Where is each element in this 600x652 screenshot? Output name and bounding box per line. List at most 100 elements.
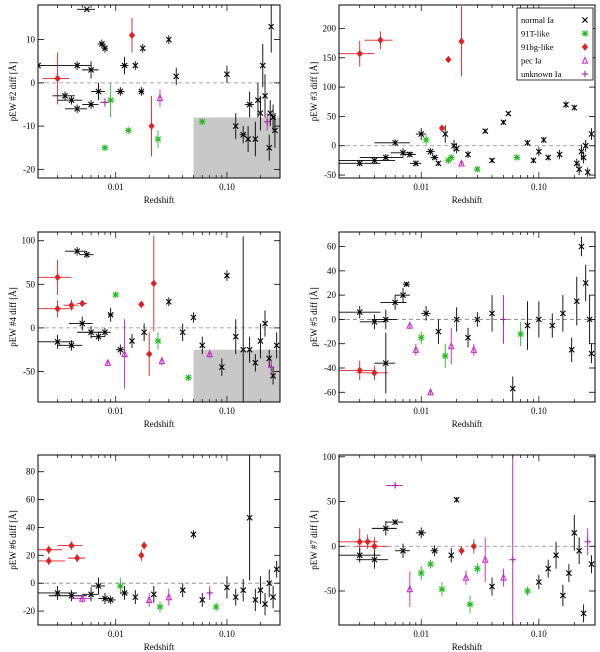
y-tick-label: 100 [323,452,337,462]
data-point-t91 [466,595,474,614]
data-point-t91 [107,82,114,118]
data-point-normal [465,327,472,348]
data-point-pec [462,570,470,585]
x-tick-label: 0.01 [108,629,124,639]
marker-triangle [156,93,164,102]
marker-asterisk [513,154,521,161]
y-tick-label: 60 [327,242,337,252]
data-point-pec [104,358,112,366]
marker-diamond [148,122,155,130]
data-point-normal [57,95,83,105]
marker-diamond [140,541,148,550]
data-point-normal [259,43,266,88]
marker-diamond [45,557,52,565]
marker-diamond [150,279,157,288]
marker-x [95,88,102,95]
x-axis-label: Redshift [144,195,175,205]
data-point-t91 [442,343,449,368]
marker-asterisk [448,154,455,161]
y-tick-label: 20 [26,550,36,560]
data-point-t91 [513,154,521,161]
marker-x [259,62,266,69]
marker-plus [101,99,109,106]
data-point-normal [509,376,516,401]
plot-area [339,236,595,401]
marker-triangle [412,345,420,353]
data-point-t91 [112,291,119,298]
marker-x [88,66,95,73]
data-point-normal [588,128,595,140]
data-point-normal [199,336,206,355]
shaded-region [193,349,280,402]
data-point-normal [239,126,247,144]
plot-area [38,235,280,402]
data-point-normal [545,559,552,578]
marker-x [576,547,583,554]
marker-x [150,591,157,598]
marker-x [556,151,563,158]
marker-x [88,591,95,598]
data-point-t91 [156,601,164,613]
marker-x [435,328,442,335]
data-point-normal [430,545,439,557]
data-point-normal [190,312,197,323]
data-point-normal [359,153,404,161]
marker-x [588,131,595,138]
axes-frame [37,454,281,626]
x-axis-label: Redshift [452,642,483,652]
x-tick-label: 0.01 [108,406,124,416]
marker-diamond [146,350,153,358]
y-axis-label: pEW #5 diff [Å] [309,287,319,346]
marker-x [356,309,363,316]
marker-x [139,45,146,52]
marker-x [400,547,406,554]
marker-x [266,355,273,362]
data-point-normal [57,340,83,351]
marker-asterisk [112,291,119,298]
data-point-normal [223,270,230,281]
data-point-normal [500,119,507,126]
marker-diamond [356,49,363,58]
marker-x [266,144,273,151]
marker-x [371,318,378,325]
data-point-normal [395,287,410,303]
marker-diamond [377,36,384,44]
data-point-normal [453,143,460,154]
marker-x [121,62,128,69]
data-point-unknown [206,585,213,600]
data-point-normal [120,585,129,600]
data-point-normal [474,312,481,327]
y-tick-label: 50 [26,279,36,289]
plot-area [339,455,595,625]
marker-x [431,547,438,554]
marker-x [576,166,583,173]
data-point-t91 [154,332,162,350]
data-point-normal [435,319,442,344]
data-point-normal [240,579,247,602]
marker-triangle [481,555,489,563]
marker-x [400,292,406,299]
data-point-normal [232,319,239,355]
data-point-normal [565,564,572,583]
marker-x [117,88,124,95]
marker-plus [581,70,589,78]
marker-plus [584,538,591,545]
marker-x [232,333,239,340]
marker-x [223,71,230,78]
marker-x [257,587,264,594]
legend: normal Ia 91T-like 91bg-like pec Ia unknown … [516,7,594,81]
y-tick-label: 20 [327,290,337,300]
y-tick-label: 40 [327,266,337,276]
marker-x [418,529,425,536]
data-point-normal [141,323,148,341]
marker-x [165,36,172,43]
legend-box [516,7,594,81]
data-point-normal [559,295,566,332]
y-tick-label: -50 [23,366,35,376]
data-point-normal [218,358,225,376]
data-point-normal [252,588,259,612]
data-point-normal [584,167,591,177]
data-point-normal [266,134,273,161]
data-point-pec [470,343,478,356]
